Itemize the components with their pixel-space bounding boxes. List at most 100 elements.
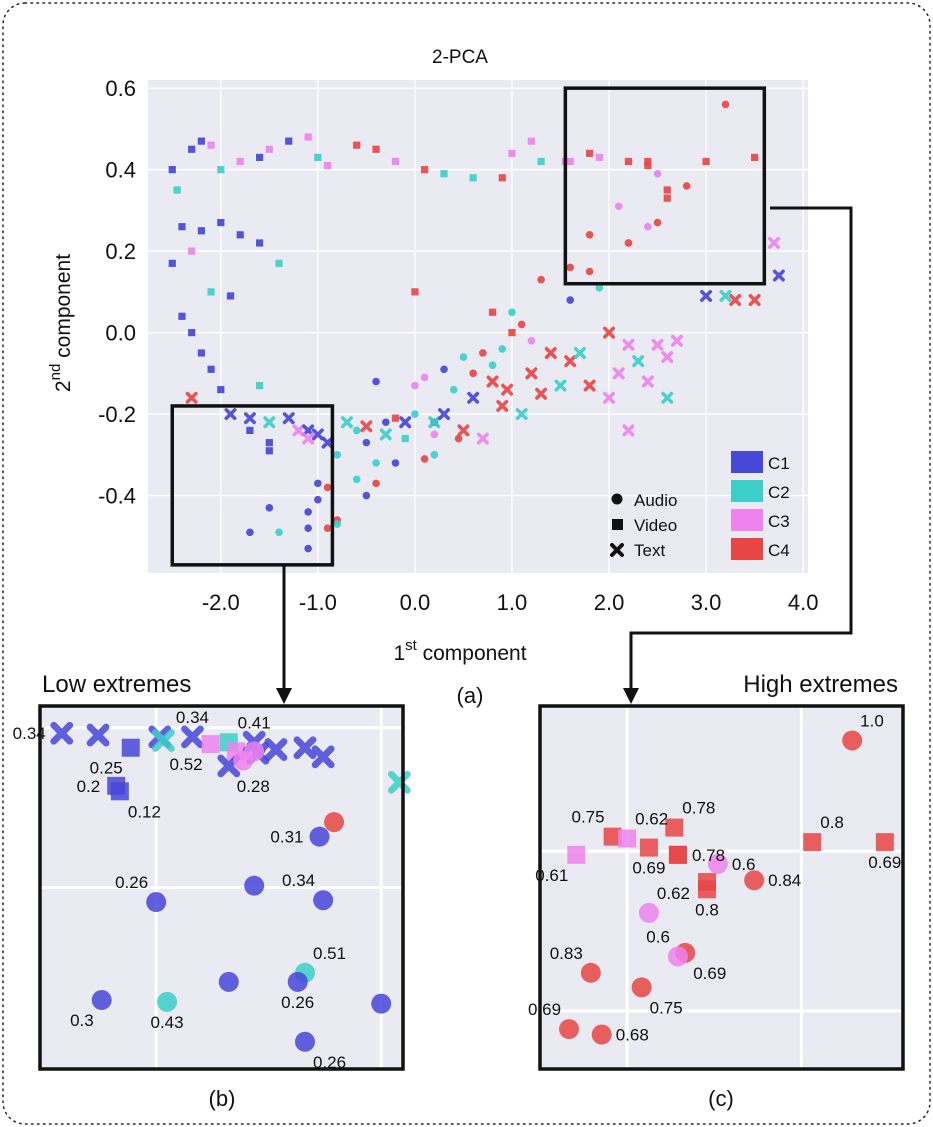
x-axis-label-rest: component [417,642,527,665]
scatter-point [653,169,662,178]
y-tick-label: -0.2 [98,402,136,427]
scatter-point [721,100,730,109]
scatter-point [566,296,575,304]
legend-label-text: Text [634,541,665,560]
scatter-point [197,349,205,357]
inset-value-label: 0.34 [13,724,46,743]
scatter-point [352,426,361,435]
inset-low-title: Low extremes [42,671,191,698]
scatter-point [554,379,567,392]
inset-value-label: 0.51 [313,944,346,963]
scatter-point [314,153,322,162]
inset-value-label: 0.78 [682,799,715,818]
scatter-point [399,416,412,429]
scatter-point [188,247,196,255]
scatter-point [185,391,198,404]
inset-point [744,870,765,891]
legend-label-c3: C3 [768,512,790,531]
inset-background [540,706,903,1069]
scatter-point [197,227,205,235]
scatter-point [525,367,538,380]
scatter-point [265,447,273,455]
scatter-point [467,391,480,404]
y-tick-label: 0.6 [105,76,136,101]
inset-frame [38,704,405,1071]
scatter-point [256,381,264,390]
scatter-point [527,336,536,345]
inset-point [181,725,204,749]
scatter-point [488,361,497,370]
inset-point [559,1019,580,1040]
inset-point [110,782,129,801]
inset-point [707,853,728,874]
arrow-head-icon [623,688,639,704]
scatter-point [372,459,380,467]
legend-marker-video: Video [612,516,677,535]
inset-point [244,741,265,762]
inset-point [311,745,335,769]
inset-value-label: 0.25 [90,759,123,778]
y-tick-label: -0.4 [98,484,136,509]
x-tick-labels: -2.0 -1.0 0.0 1.0 2.0 3.0 4.0 [202,590,819,615]
scatter-point [428,416,441,429]
scatter-point [304,133,312,141]
scatter-point [583,379,596,392]
scatter-point [430,451,439,459]
legend-swatch-c4 [731,538,763,560]
inset-frame [538,704,905,1071]
scatter-point [246,426,254,434]
inset-point [201,735,220,754]
inset-value-label: 0.61 [535,866,568,885]
inset-point [665,818,684,837]
zoom-box [563,86,767,286]
scatter-point [595,283,604,292]
inset-point [294,1031,315,1052]
inset-value-label: 0.69 [632,859,665,878]
scatter-point [421,166,429,174]
scatter-point [573,346,586,359]
scatter-point [236,231,244,239]
inset-value-label: 0.34 [282,871,315,890]
scatter-point [411,288,419,296]
legend-swatch-c3 [731,509,763,531]
x-tick-label: 2.0 [594,590,625,615]
inset-point [875,833,894,852]
inset-value-label: 0.43 [151,1013,184,1032]
cross-icon [610,543,624,557]
inset-point [313,890,334,911]
inset-point [264,738,288,761]
inset-value-label: 0.62 [657,884,690,903]
inset-value-label: 0.3 [70,1011,94,1030]
inset-point [287,971,308,992]
scatter-point [246,528,254,537]
inset-value-label: 0.68 [616,1026,649,1045]
scatter-point [323,524,332,532]
scatter-point [508,329,516,337]
scatter-point [641,375,654,388]
scatter-point [217,166,225,174]
scatter-point [566,263,575,272]
scatter-point [311,428,324,441]
inset-point [371,993,392,1014]
scatter-point [622,424,635,437]
scatter-point [585,267,594,276]
legend-label-c1: C1 [768,454,790,473]
inset-point [667,946,688,967]
inset-point [86,723,110,747]
scatter-point [265,439,273,447]
scatter-point [224,408,237,421]
inset-point [324,812,345,833]
scatter-point [768,236,781,249]
inset-point [603,827,622,846]
y-tick-label: 0.2 [105,239,136,264]
inset-value-label: 0.6 [646,927,670,946]
scatter-point [682,182,691,190]
inset-point [293,736,317,760]
inset-point [618,829,637,848]
inset-point [842,730,863,751]
scatter-point [275,259,283,267]
inset-point [50,721,74,745]
y-tick-label: 0.0 [105,321,136,346]
inset-point [157,991,178,1012]
scatter-point [226,292,235,300]
